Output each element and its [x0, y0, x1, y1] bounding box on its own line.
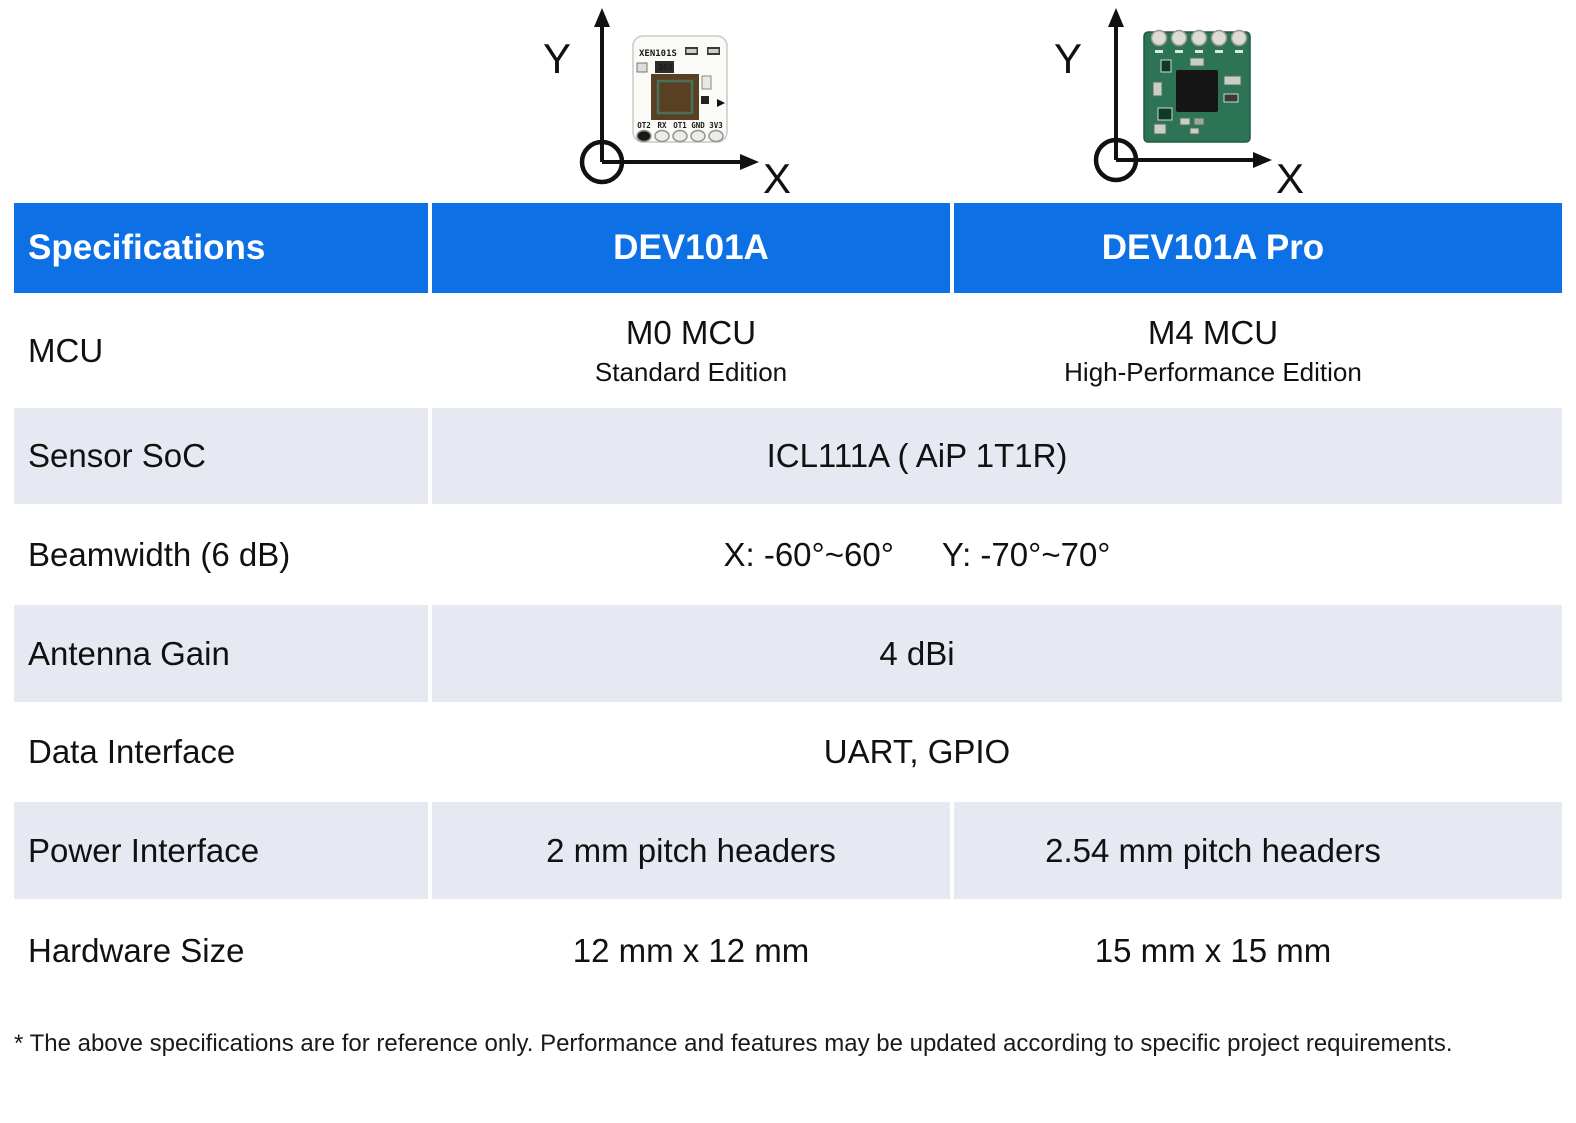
pcb-pin-labels: OT2 RX OT1 GND 3V3: [637, 121, 723, 130]
row-label-power-interface: Power Interface: [14, 802, 428, 899]
row-label-hardware-size: Hardware Size: [14, 902, 428, 999]
mcu-main-a: M0 MCU: [625, 313, 757, 351]
y-axis-label: Y: [543, 35, 571, 82]
dev101a-pro-pcb-image: [1143, 29, 1251, 143]
mcu-main-b: M4 MCU: [1147, 313, 1279, 351]
power-interface-dev101a: 2 mm pitch headers: [432, 802, 950, 899]
coordinate-axes-icon: Y X: [1054, 8, 1304, 200]
footnote: * The above specifications are for refer…: [14, 1030, 1453, 1057]
table-row-power-interface: Power Interface 2 mm pitch headers 2.54 …: [14, 802, 1562, 899]
origin-circle-icon: [579, 139, 625, 185]
header-cell-dev101a-pro: DEV101A Pro: [954, 203, 1562, 293]
pin-label: OT1: [673, 121, 687, 130]
y-axis-arrowhead-icon: [594, 8, 610, 27]
antenna-gain-value: 4 dBi: [432, 605, 1562, 702]
x-axis-label: X: [763, 155, 791, 200]
pcb-board-label: XEN101S: [639, 49, 677, 59]
row-label-data-interface: Data Interface: [14, 705, 428, 799]
mcu-sub-a: Standard Edition: [594, 356, 788, 387]
row-label-antenna-gain: Antenna Gain: [14, 605, 428, 702]
pin-label: RX: [657, 121, 667, 130]
specifications-table: Specifications DEV101A DEV101A Pro MCU M…: [14, 203, 1562, 1002]
beamwidth-y-value: Y: -70°~70°: [941, 535, 1111, 573]
pcb-silkscreen-marks-icon: [1155, 50, 1243, 53]
x-axis-label: X: [1276, 155, 1304, 200]
dev101a-pro-axes-diagram: Y X: [1054, 8, 1304, 200]
table-header-row: Specifications DEV101A DEV101A Pro: [14, 203, 1562, 293]
hardware-size-dev101a-pro: 15 mm x 15 mm: [954, 902, 1562, 999]
dev101a-pcb-image: XEN101S 303 OT2 RX OT1 GND: [632, 35, 728, 143]
power-interface-dev101a-pro: 2.54 mm pitch headers: [954, 802, 1562, 899]
row-label-beamwidth: Beamwidth (6 dB): [14, 507, 428, 602]
data-interface-value: UART, GPIO: [432, 705, 1562, 799]
hardware-size-dev101a: 12 mm x 12 mm: [432, 902, 950, 999]
table-row-beamwidth: Beamwidth (6 dB) X: -60°~60° Y: -70°~70°: [14, 507, 1562, 602]
sensor-soc-value: ICL111A ( AiP 1T1R): [432, 408, 1562, 504]
origin-circle-icon: [1093, 137, 1139, 183]
row-label-sensor-soc: Sensor SoC: [14, 408, 428, 504]
header-cell-dev101a: DEV101A: [432, 203, 950, 293]
dev101a-axes-diagram: Y X XEN101S 303: [543, 8, 791, 200]
mcu-sub-b: High-Performance Edition: [1064, 356, 1362, 387]
y-axis-arrowhead-icon: [1108, 8, 1124, 27]
mcu-chip-icon: [1176, 70, 1218, 112]
pin-label: OT2: [637, 121, 651, 130]
pin-label: 3V3: [709, 121, 723, 130]
table-row-antenna-gain: Antenna Gain 4 dBi: [14, 605, 1562, 702]
mcu-value-dev101a-pro: M4 MCU High-Performance Edition: [954, 296, 1562, 405]
x-axis-arrowhead-icon: [1253, 152, 1272, 168]
row-label-mcu: MCU: [14, 296, 428, 405]
table-row-mcu: MCU M0 MCU Standard Edition M4 MCU High-…: [14, 296, 1562, 405]
pcb-chip-marking: 303: [658, 63, 673, 72]
table-row-sensor-soc: Sensor SoC ICL111A ( AiP 1T1R): [14, 408, 1562, 504]
y-axis-label: Y: [1054, 35, 1082, 82]
pcb-pin-pads-icon: [636, 129, 724, 143]
coordinate-axes-icon: Y X: [543, 8, 791, 200]
beamwidth-x-value: X: -60°~60°: [723, 535, 894, 573]
pin-label: GND: [691, 121, 705, 130]
pcb-components-icon: [1152, 57, 1242, 135]
table-row-data-interface: Data Interface UART, GPIO: [14, 705, 1562, 799]
table-row-hardware-size: Hardware Size 12 mm x 12 mm 15 mm x 15 m…: [14, 902, 1562, 999]
mcu-value-dev101a: M0 MCU Standard Edition: [432, 296, 950, 405]
dev101a-board-figure: Y X XEN101S 303: [505, 0, 815, 200]
dev101a-pro-board-figure: Y X: [1018, 0, 1328, 200]
header-cell-specifications: Specifications: [14, 203, 428, 293]
beamwidth-value: X: -60°~60° Y: -70°~70°: [432, 507, 1562, 602]
pcb-pin-pads-icon: [1150, 29, 1248, 47]
x-axis-arrowhead-icon: [740, 154, 759, 170]
